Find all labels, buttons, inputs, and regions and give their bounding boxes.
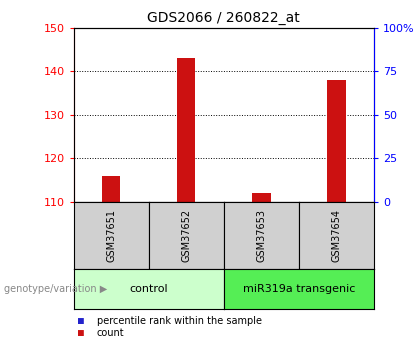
Text: GSM37653: GSM37653 — [256, 209, 266, 262]
Bar — [177, 58, 195, 202]
Text: GSM37654: GSM37654 — [331, 209, 341, 262]
Text: count: count — [97, 328, 124, 338]
Bar — [252, 193, 270, 202]
Title: GDS2066 / 260822_at: GDS2066 / 260822_at — [147, 11, 300, 25]
Text: ■: ■ — [78, 316, 84, 326]
Text: percentile rank within the sample: percentile rank within the sample — [97, 316, 262, 326]
Text: ■: ■ — [78, 328, 84, 338]
Bar — [327, 80, 346, 202]
Text: control: control — [129, 284, 168, 294]
Text: GSM37652: GSM37652 — [181, 209, 191, 262]
Text: miR319a transgenic: miR319a transgenic — [242, 284, 355, 294]
Bar — [102, 176, 121, 202]
Text: genotype/variation ▶: genotype/variation ▶ — [4, 284, 108, 294]
Text: GSM37651: GSM37651 — [106, 209, 116, 262]
